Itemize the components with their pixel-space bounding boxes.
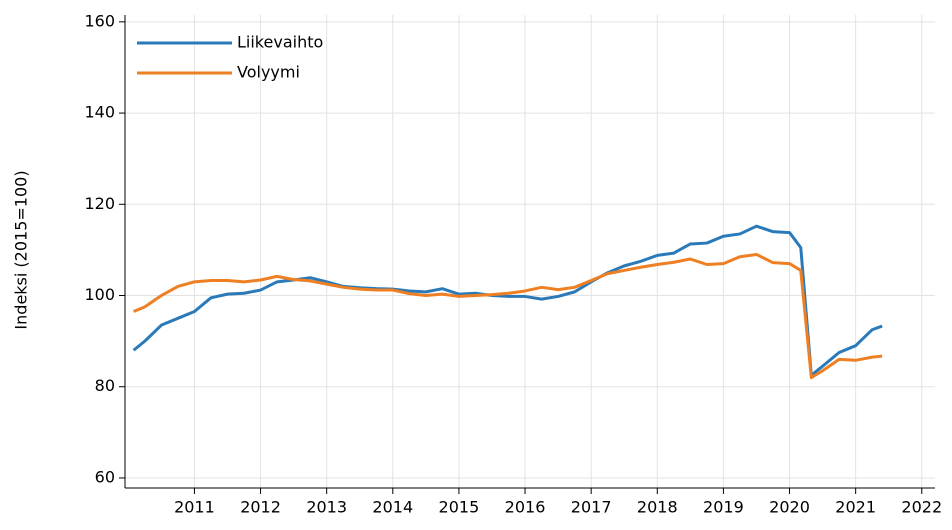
- x-tick-label: 2021: [835, 498, 876, 517]
- x-tick-label: 2012: [240, 498, 281, 517]
- y-tick-label: 80: [95, 376, 115, 395]
- x-tick-label: 2022: [901, 498, 942, 517]
- legend-label: Liikevaihto: [237, 33, 323, 52]
- x-tick-label: 2016: [505, 498, 546, 517]
- y-axis-label: Indeksi (2015=100): [12, 170, 31, 329]
- x-tick-label: 2017: [571, 498, 612, 517]
- y-tick-label: 100: [84, 285, 115, 304]
- series-line: [132, 224, 883, 377]
- x-tick-label: 2014: [372, 498, 413, 517]
- x-tick-label: 2020: [769, 498, 810, 517]
- series-line: [133, 252, 883, 380]
- y-tick-label: 60: [95, 467, 115, 486]
- x-tick-label: 2011: [174, 498, 215, 517]
- y-tick-label: 160: [84, 11, 115, 30]
- legend-label: Volyymi: [237, 63, 300, 82]
- x-tick-label: 2013: [306, 498, 347, 517]
- y-tick-label: 140: [84, 103, 115, 122]
- x-tick-label: 2015: [439, 498, 480, 517]
- y-tick-label: 120: [84, 194, 115, 213]
- x-tick-label: 2018: [637, 498, 678, 517]
- x-tick-label: 2019: [703, 498, 744, 517]
